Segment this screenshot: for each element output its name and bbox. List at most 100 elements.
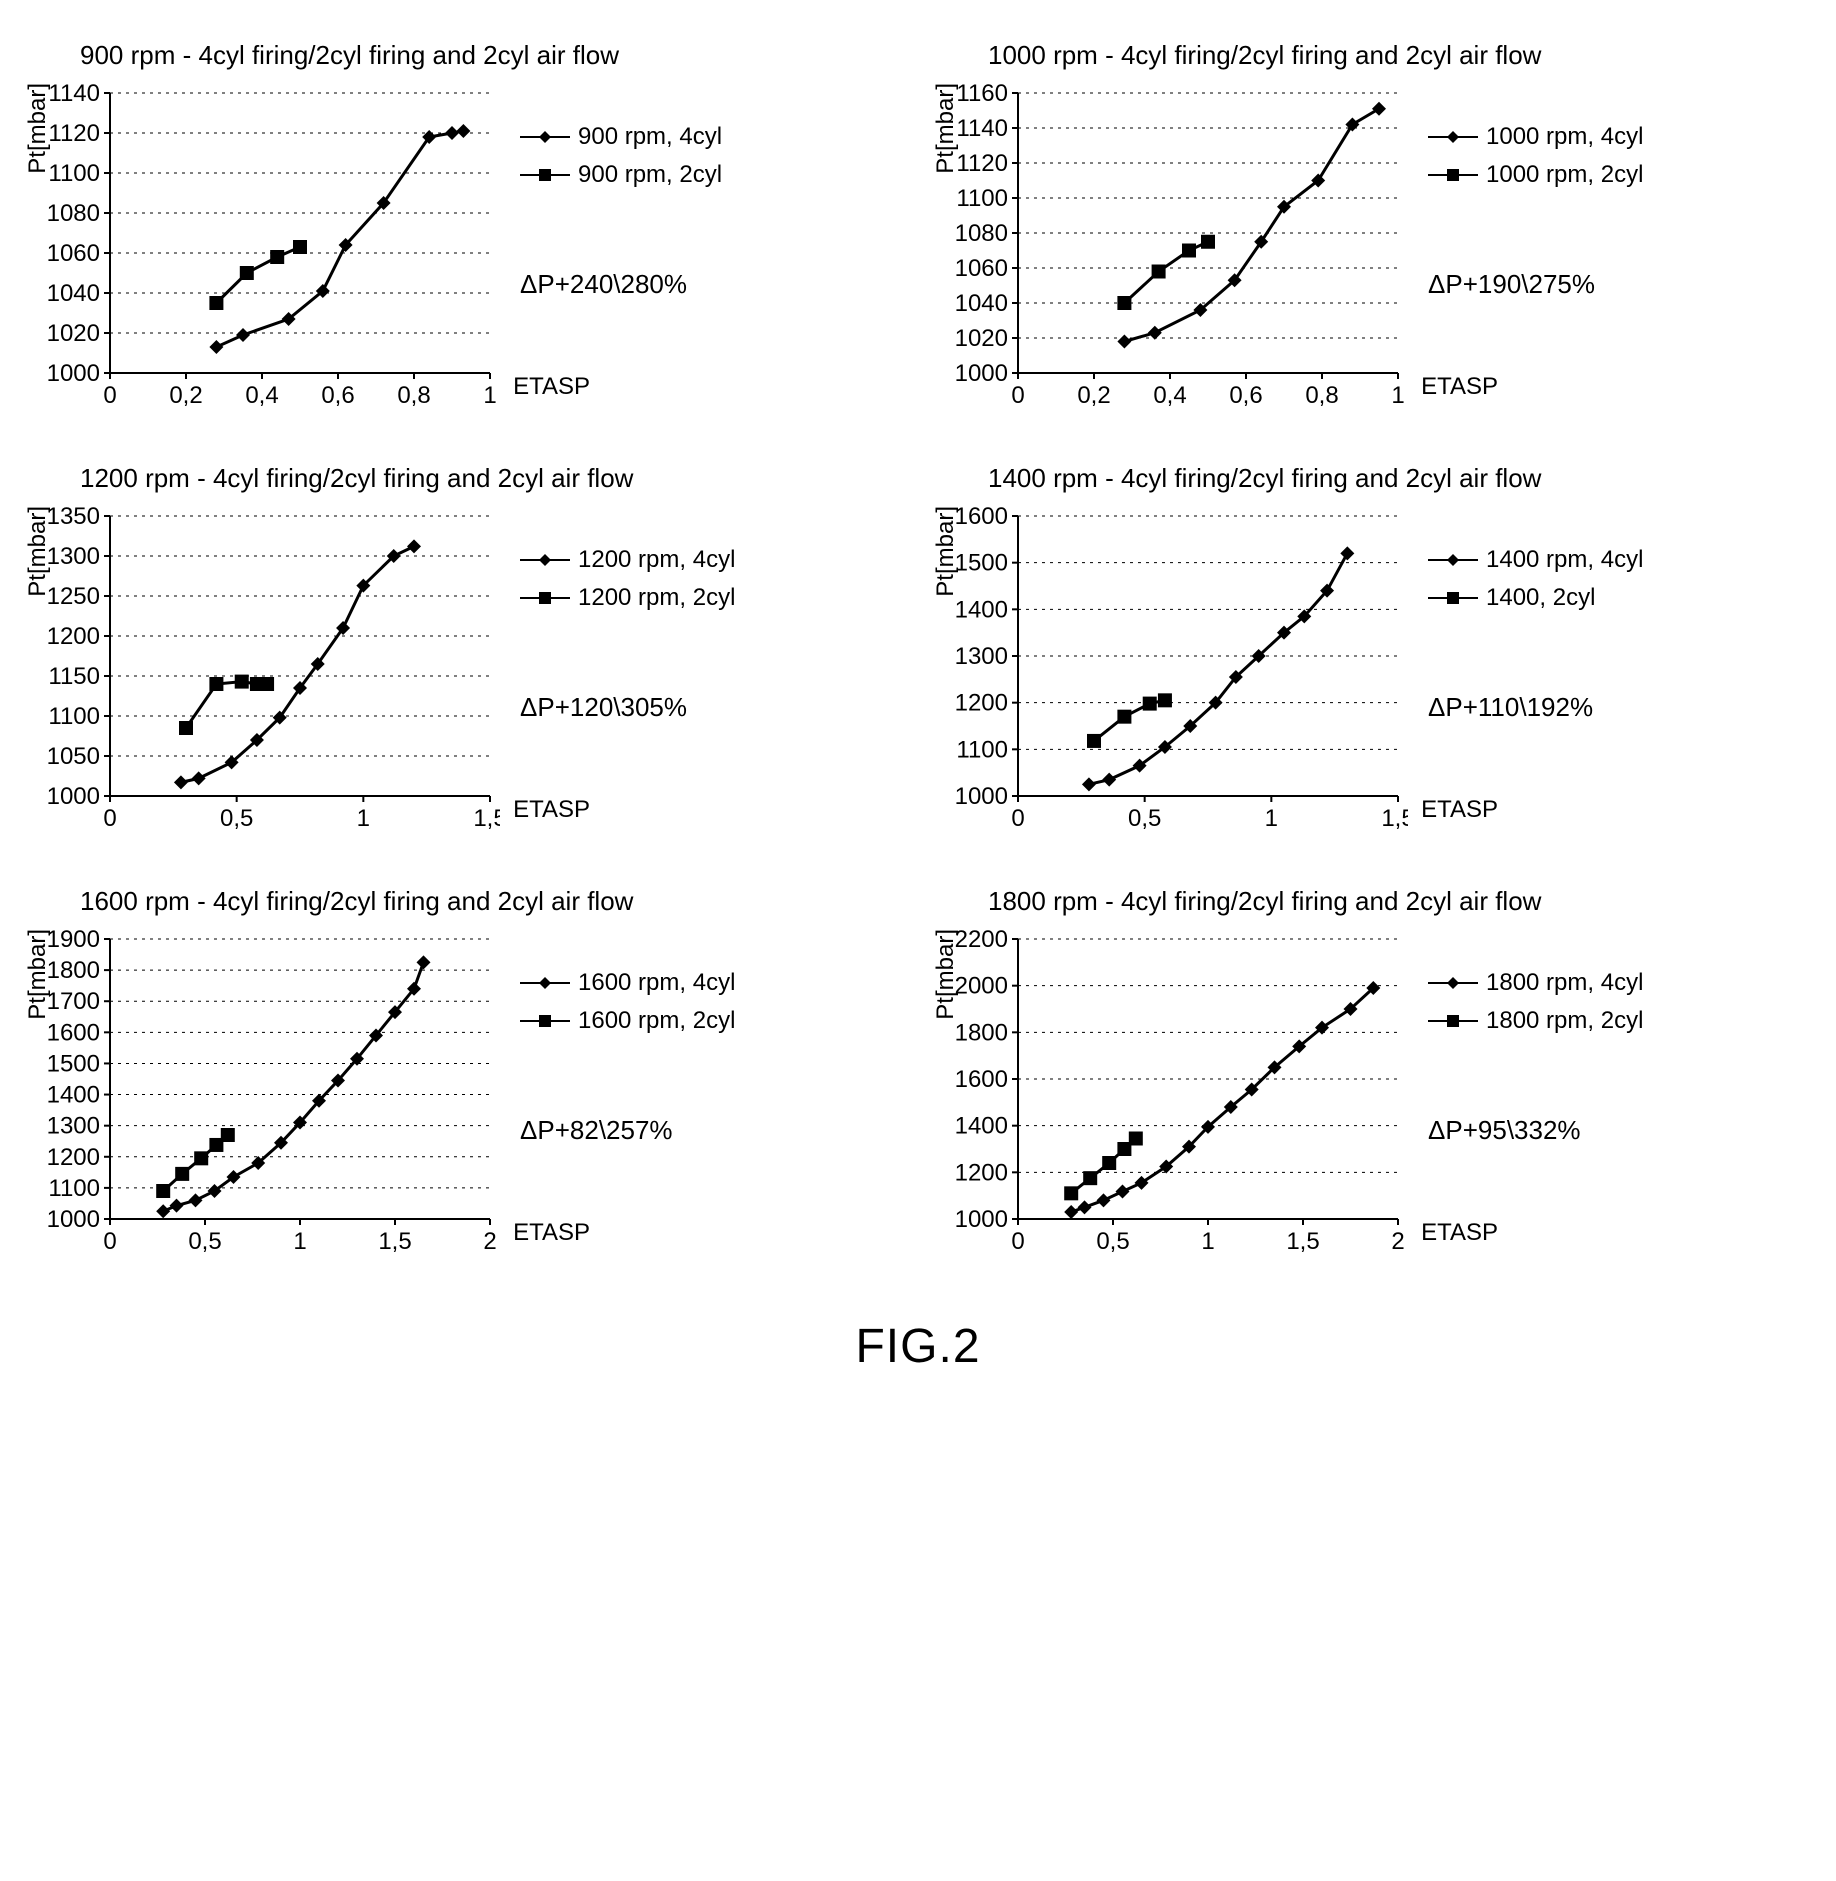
- x-tick-label: 1,5: [1286, 1228, 1319, 1255]
- x-tick-label: 0,4: [1153, 382, 1186, 409]
- x-tick-label: 0: [1011, 1228, 1024, 1255]
- y-tick-label: 1500: [47, 1050, 100, 1077]
- delta-p-label: ΔP+82\257%: [520, 1115, 750, 1146]
- y-tick-label: 1050: [47, 743, 100, 770]
- legend-item: 1800 rpm, 4cyl: [1428, 969, 1658, 997]
- chart-panel: 1800 rpm - 4cyl firing/2cyl firing and 2…: [948, 886, 1796, 1259]
- x-axis-label: ETASP: [513, 1219, 590, 1247]
- delta-p-label: ΔP+240\280%: [520, 269, 750, 300]
- delta-p-label: ΔP+120\305%: [520, 692, 750, 723]
- chart-plot-area: Pt[mbar] 1000102010401060108011001120114…: [40, 83, 500, 413]
- y-tick-label: 1350: [47, 506, 100, 530]
- chart-body: Pt[mbar] 100012001400160018002000220000,…: [948, 929, 1796, 1259]
- chart-plot-area: Pt[mbar] 100012001400160018002000220000,…: [948, 929, 1408, 1259]
- y-tick-label: 1700: [47, 988, 100, 1015]
- legend-item: 1400 rpm, 4cyl: [1428, 546, 1658, 574]
- y-tick-label: 1080: [955, 220, 1008, 247]
- y-tick-label: 1000: [47, 1206, 100, 1233]
- legend-label: 900 rpm, 4cyl: [578, 123, 722, 151]
- x-tick-label: 0,5: [1096, 1228, 1129, 1255]
- square-marker-icon: [1428, 165, 1478, 185]
- y-axis-label: Pt[mbar]: [932, 506, 960, 597]
- y-tick-label: 1200: [955, 1159, 1008, 1186]
- y-tick-label: 1000: [47, 360, 100, 387]
- chart-panel: 1600 rpm - 4cyl firing/2cyl firing and 2…: [40, 886, 888, 1259]
- legend-item: 1000 rpm, 2cyl: [1428, 161, 1658, 189]
- x-axis-label: ETASP: [1421, 796, 1498, 824]
- y-tick-label: 1080: [47, 200, 100, 227]
- chart-side-panel: 1600 rpm, 4cyl 1600 rpm, 2cyl ΔP+82\257%: [520, 969, 750, 1146]
- square-marker-icon: [520, 588, 570, 608]
- x-tick-label: 0,5: [188, 1228, 221, 1255]
- chart-panel: 900 rpm - 4cyl firing/2cyl firing and 2c…: [40, 40, 888, 413]
- legend-label: 1200 rpm, 4cyl: [578, 546, 735, 574]
- chart-body: Pt[mbar] 1000110012001300140015001600170…: [40, 929, 888, 1259]
- y-tick-label: 1300: [47, 1113, 100, 1140]
- legend-label: 1400 rpm, 4cyl: [1486, 546, 1643, 574]
- y-tick-label: 1600: [955, 1066, 1008, 1093]
- y-tick-label: 1020: [47, 320, 100, 347]
- legend-item: 900 rpm, 2cyl: [520, 161, 750, 189]
- chart-body: Pt[mbar] 1000102010401060108011001120114…: [40, 83, 888, 413]
- legend-label: 900 rpm, 2cyl: [578, 161, 722, 189]
- y-tick-label: 1200: [47, 1144, 100, 1171]
- y-tick-label: 1000: [955, 1206, 1008, 1233]
- chart-plot-area: Pt[mbar] 100011001200130014001500160000,…: [948, 506, 1408, 836]
- y-tick-label: 1800: [47, 957, 100, 984]
- chart-title: 900 rpm - 4cyl firing/2cyl firing and 2c…: [80, 40, 888, 71]
- x-tick-label: 1: [483, 382, 496, 409]
- chart-side-panel: 1400 rpm, 4cyl 1400, 2cyl ΔP+110\192%: [1428, 546, 1658, 723]
- diamond-marker-icon: [1428, 973, 1478, 993]
- y-tick-label: 1100: [48, 160, 100, 187]
- chart-panel: 1200 rpm - 4cyl firing/2cyl firing and 2…: [40, 463, 888, 836]
- square-marker-icon: [1428, 1011, 1478, 1031]
- x-tick-label: 0,5: [1128, 805, 1161, 832]
- x-tick-label: 1: [1265, 805, 1278, 832]
- chart-panel: 1400 rpm - 4cyl firing/2cyl firing and 2…: [948, 463, 1796, 836]
- x-tick-label: 0,6: [1229, 382, 1262, 409]
- chart-panel: 1000 rpm - 4cyl firing/2cyl firing and 2…: [948, 40, 1796, 413]
- legend-item: 1200 rpm, 2cyl: [520, 584, 750, 612]
- delta-p-label: ΔP+95\332%: [1428, 1115, 1658, 1146]
- x-tick-label: 1,5: [1381, 805, 1408, 832]
- legend-label: 1600 rpm, 4cyl: [578, 969, 735, 997]
- y-tick-label: 1000: [955, 783, 1008, 810]
- x-tick-label: 0,2: [1077, 382, 1110, 409]
- figure-container: 900 rpm - 4cyl firing/2cyl firing and 2c…: [40, 40, 1796, 1374]
- legend-item: 1600 rpm, 4cyl: [520, 969, 750, 997]
- y-tick-label: 1900: [47, 929, 100, 953]
- x-tick-label: 1: [1201, 1228, 1214, 1255]
- y-axis-label: Pt[mbar]: [932, 929, 960, 1020]
- legend-item: 1400, 2cyl: [1428, 584, 1658, 612]
- y-tick-label: 1140: [956, 115, 1008, 142]
- y-tick-label: 1100: [956, 736, 1008, 763]
- x-tick-label: 1: [293, 1228, 306, 1255]
- x-tick-label: 0,4: [245, 382, 278, 409]
- x-tick-label: 0: [103, 382, 116, 409]
- x-tick-label: 0: [103, 805, 116, 832]
- chart-title: 1000 rpm - 4cyl firing/2cyl firing and 2…: [988, 40, 1796, 71]
- y-tick-label: 1060: [955, 255, 1008, 282]
- x-tick-label: 0,5: [220, 805, 253, 832]
- x-tick-label: 0: [103, 1228, 116, 1255]
- y-tick-label: 2000: [955, 973, 1008, 1000]
- legend-label: 1600 rpm, 2cyl: [578, 1007, 735, 1035]
- y-tick-label: 1000: [955, 360, 1008, 387]
- y-tick-label: 1300: [955, 643, 1008, 670]
- legend-label: 1800 rpm, 4cyl: [1486, 969, 1643, 997]
- chart-plot-area: Pt[mbar] 1000102010401060108011001120114…: [948, 83, 1408, 413]
- x-tick-label: 0,8: [397, 382, 430, 409]
- chart-plot-area: Pt[mbar] 1000105011001150120012501300135…: [40, 506, 500, 836]
- y-tick-label: 1100: [48, 703, 100, 730]
- square-marker-icon: [1428, 588, 1478, 608]
- y-axis-label: Pt[mbar]: [24, 929, 52, 1020]
- chart-side-panel: 1000 rpm, 4cyl 1000 rpm, 2cyl ΔP+190\275…: [1428, 123, 1658, 300]
- y-tick-label: 1100: [956, 185, 1008, 212]
- x-tick-label: 0,2: [169, 382, 202, 409]
- chart-side-panel: 1200 rpm, 4cyl 1200 rpm, 2cyl ΔP+120\305…: [520, 546, 750, 723]
- chart-svg: 1000105011001150120012501300135000,511,5: [40, 506, 500, 836]
- y-tick-label: 1400: [47, 1082, 100, 1109]
- y-tick-label: 1500: [955, 550, 1008, 577]
- legend-item: 1600 rpm, 2cyl: [520, 1007, 750, 1035]
- legend-label: 1200 rpm, 2cyl: [578, 584, 735, 612]
